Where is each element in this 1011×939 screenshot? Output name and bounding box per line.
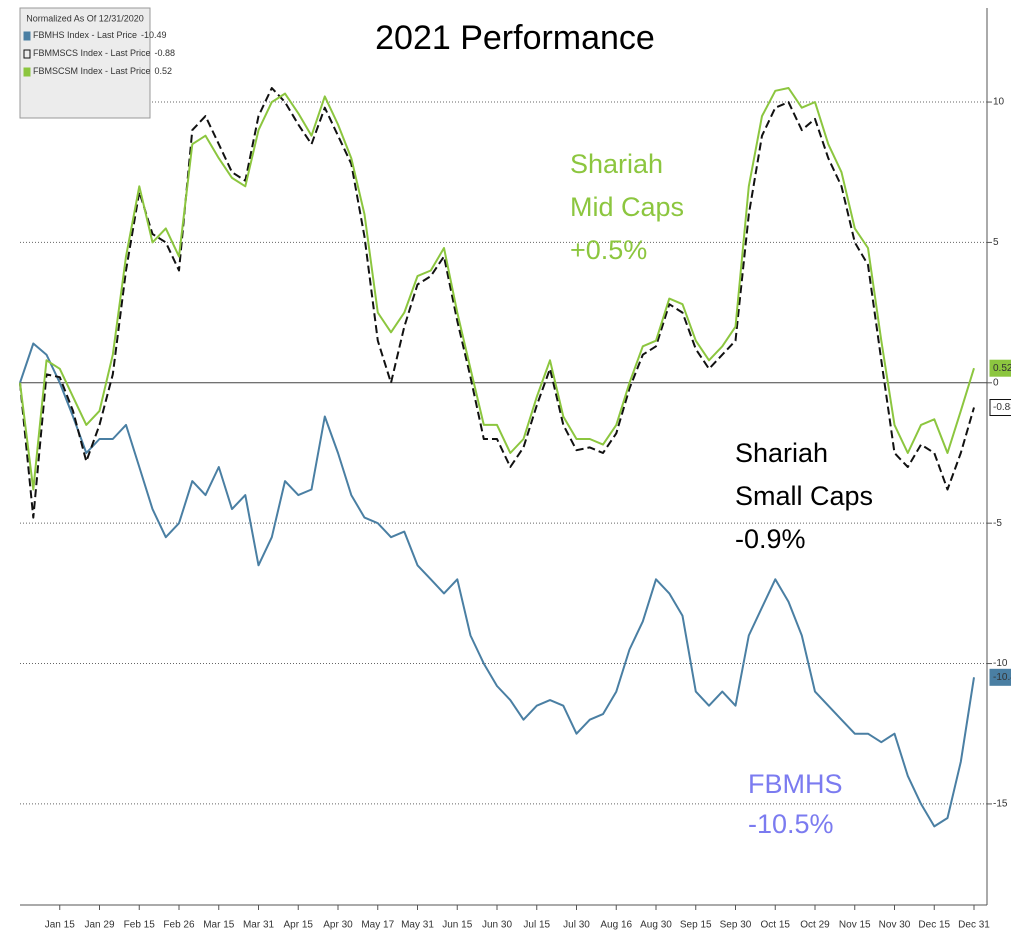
x-tick-label: Feb 26	[163, 920, 195, 931]
annotation: Shariah	[735, 438, 828, 468]
x-tick-label: Dec 31	[958, 920, 990, 931]
x-tick-label: Sep 30	[720, 920, 752, 931]
x-tick-label: Sep 15	[680, 920, 712, 931]
series-line	[19, 87, 975, 491]
annotation: -0.9%	[735, 524, 806, 554]
x-tick-label: Jun 30	[482, 920, 512, 931]
legend-title: Normalized As Of 12/31/2020	[26, 13, 144, 23]
y-tick-label: 10	[993, 97, 1005, 108]
value-tag	[989, 399, 1011, 417]
annotation: Mid Caps	[570, 192, 684, 222]
x-tick-label: Dec 15	[918, 920, 950, 931]
legend-swatch	[23, 49, 31, 59]
y-tick-label: 0	[993, 377, 999, 388]
legend-swatch	[23, 31, 31, 41]
overlay: -10.49 -0.88 0.52 Normalized As Of 12/31/20…	[19, 7, 1011, 839]
x-tick-label: Aug 30	[640, 920, 672, 931]
series-line	[19, 87, 975, 519]
legend-name: FBMSCSM Index - Last Price	[33, 66, 151, 76]
x-tick-label: Apr 15	[284, 920, 314, 931]
x-tick-label: Jul 30	[563, 920, 590, 931]
x-tick-label: Oct 15	[761, 920, 791, 931]
annotation: Shariah	[570, 149, 663, 179]
legend-value: 0.52	[155, 66, 173, 76]
x-tick-label: Oct 29	[800, 920, 830, 931]
annotation: -10.5%	[748, 809, 834, 839]
value-tag	[989, 668, 1011, 686]
legend-label: FBMSCSM Index - Last Price 0.52	[33, 66, 172, 76]
x-tick-label: Jan 15	[45, 920, 75, 931]
x-tick-label: Mar 15	[203, 920, 235, 931]
x-tick-label: Apr 30	[323, 920, 353, 931]
x-tick-label: Jan 29	[84, 920, 114, 931]
chart-title: 2021 Performance	[375, 19, 655, 57]
annotation: +0.5%	[570, 235, 647, 265]
x-tick-label: Aug 16	[600, 920, 632, 931]
value-tag	[989, 359, 1011, 377]
y-tick-label: -10	[993, 658, 1008, 669]
annotation: FBMHS	[748, 769, 843, 799]
x-tick-label: Jul 15	[523, 920, 550, 931]
x-tick-label: May 17	[361, 920, 394, 931]
annotation: Small Caps	[735, 481, 873, 511]
series-line	[19, 342, 975, 828]
x-tick-label: Feb 15	[124, 920, 156, 931]
legend-value: -0.88	[155, 48, 176, 58]
value-tag-label: -10.49	[993, 672, 1011, 683]
x-tick-label: Jun 15	[442, 920, 472, 931]
y-tick-label: -5	[993, 518, 1002, 529]
legend-name: FBMMSCS Index - Last Price	[33, 48, 151, 58]
y-tick-label: -15	[993, 799, 1008, 810]
lines	[19, 87, 975, 828]
legend-name: FBMHS Index - Last Price	[33, 30, 137, 40]
legend-box	[19, 7, 151, 119]
legend-label: FBMHS Index - Last Price -10.49	[33, 30, 167, 40]
x-tick-label: Nov 15	[839, 920, 871, 931]
value-tag-label: 0.52	[993, 363, 1011, 374]
value-tag-label: -0.88	[993, 402, 1011, 413]
legend-label: FBMMSCS Index - Last Price -0.88	[33, 48, 175, 58]
x-tick-label: Mar 31	[243, 920, 275, 931]
legend-swatch	[23, 67, 31, 77]
grid: 10 5 0 -5 -10 -15 Jan 15 Jan 29 Feb 15 Feb 26 Mar …	[20, 8, 1008, 931]
x-tick-label: May 31	[401, 920, 434, 931]
x-tick-label: Nov 30	[879, 920, 911, 931]
y-tick-label: 5	[993, 237, 999, 248]
legend-value: -10.49	[141, 30, 167, 40]
